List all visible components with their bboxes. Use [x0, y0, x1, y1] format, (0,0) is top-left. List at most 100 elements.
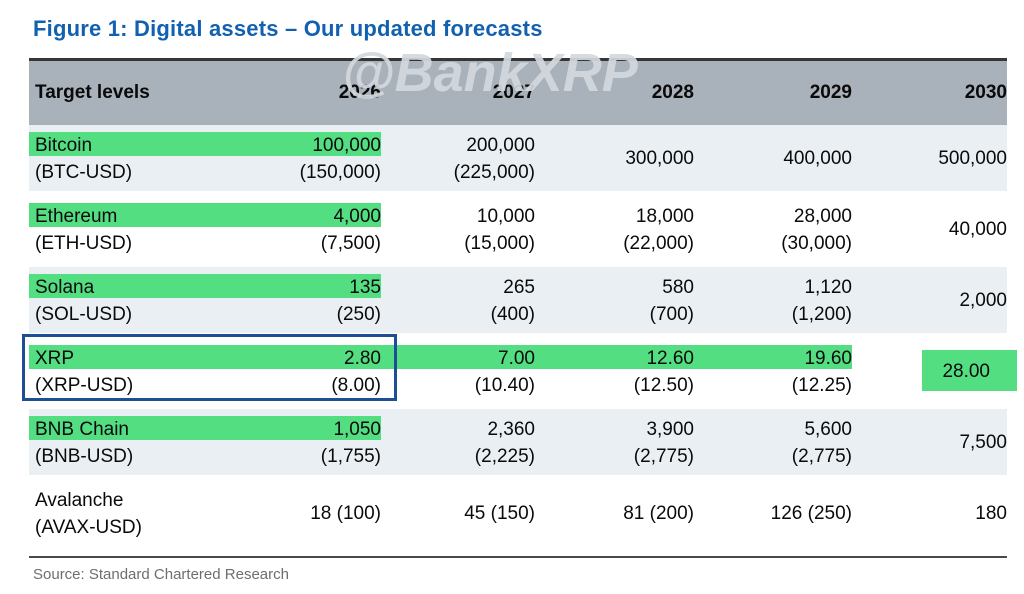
value-cell-2026: 1,050 (1,755)	[180, 409, 381, 475]
value-cell-2027: 265 (400)	[381, 267, 535, 333]
highlight-bar	[29, 416, 381, 440]
secondary-value: (150,000)	[299, 162, 381, 183]
header-target-levels: Target levels	[35, 82, 150, 103]
forecast-table: Target levels 2026 2027 2028 2029 2030 B…	[22, 58, 1017, 551]
value-cell-2029: 5,600 (2,775)	[694, 409, 852, 475]
header-year-2027: 2027	[492, 82, 535, 103]
target-value: 180	[975, 502, 1007, 524]
highlight-bar	[29, 274, 381, 298]
value-cell-2030: 40,000	[852, 196, 1007, 262]
highlight-bar	[29, 203, 381, 227]
value-cell-2027: 10,000 (15,000)	[381, 196, 535, 262]
table-row-xrp: XRP (XRP-USD) 2.80 (8.00) 7.00 (10.40) 1…	[22, 334, 1017, 404]
secondary-value: (12.25)	[791, 375, 852, 396]
secondary-value: (1,755)	[320, 446, 381, 467]
value-cell-2028: 12.60 (12.50)	[535, 338, 694, 404]
value-cell-2026: 2.80 (8.00)	[180, 338, 381, 404]
value-cell-2027: 7.00 (10.40)	[381, 338, 535, 404]
target-value: 19.60	[804, 348, 852, 369]
value-cell-2027: 2,360 (2,225)	[381, 409, 535, 475]
value-cell-2028: 300,000	[535, 125, 694, 191]
asset-ticker: (BNB-USD)	[35, 446, 134, 467]
value-cell-2028: 81 (200)	[535, 480, 694, 546]
value-cell-2028: 18,000 (22,000)	[535, 196, 694, 262]
target-value: 18,000	[635, 206, 694, 227]
value-cell-2030: 28.00	[852, 338, 1007, 404]
header-year-2028: 2028	[651, 82, 694, 103]
secondary-value: (700)	[649, 304, 694, 325]
asset-ticker: (BTC-USD)	[35, 162, 133, 183]
secondary-value: (250)	[336, 304, 381, 325]
target-value: 4,000	[333, 206, 381, 227]
target-value: 100,000	[312, 135, 381, 156]
header-year-2026: 2026	[338, 82, 381, 103]
target-value: 500,000	[938, 147, 1007, 169]
value-cell-2029: 19.60 (12.25)	[694, 338, 852, 404]
target-value: 5,600	[804, 419, 852, 440]
secondary-value: (225,000)	[453, 162, 535, 183]
value-cell-2027: 200,000 (225,000)	[381, 125, 535, 191]
table-row-avalanche: Avalanche (AVAX-USD) 18 (100) 45 (150) 8…	[29, 480, 1007, 546]
target-value: 7.00	[498, 348, 535, 369]
target-value: 7,500	[959, 431, 1007, 453]
value-cell-2030: 500,000	[852, 125, 1007, 191]
asset-name: Avalanche	[35, 490, 124, 511]
target-value: 2,000	[959, 289, 1007, 311]
target-value: 28,000	[793, 206, 852, 227]
secondary-value: (30,000)	[781, 233, 852, 254]
value-cell-2028: 580 (700)	[535, 267, 694, 333]
target-value: 1,120	[804, 277, 852, 298]
value-cell-2026: 18 (100)	[180, 480, 381, 546]
header-year-2029: 2029	[809, 82, 852, 103]
target-value: 400,000	[783, 147, 852, 169]
secondary-value: (15,000)	[464, 233, 535, 254]
asset-cell: Solana (SOL-USD)	[29, 267, 180, 333]
table-row-bnb-chain: BNB Chain (BNB-USD) 1,050 (1,755) 2,360 …	[29, 409, 1007, 475]
value-cell-2028: 3,900 (2,775)	[535, 409, 694, 475]
secondary-value: (2,775)	[633, 446, 694, 467]
target-value: 2,360	[487, 419, 535, 440]
value-cell-2026: 100,000 (150,000)	[180, 125, 381, 191]
target-value: 126 (250)	[770, 502, 852, 524]
secondary-value: (22,000)	[623, 233, 694, 254]
table-row-bitcoin: Bitcoin (BTC-USD) 100,000 (150,000) 200,…	[29, 125, 1007, 191]
asset-cell: Bitcoin (BTC-USD)	[29, 125, 180, 191]
target-value: 45 (150)	[464, 502, 535, 524]
asset-ticker: (XRP-USD)	[35, 375, 134, 396]
target-value: 300,000	[625, 147, 694, 169]
value-cell-2030: 7,500	[852, 409, 1007, 475]
target-value: 265	[503, 277, 535, 298]
value-cell-2029: 1,120 (1,200)	[694, 267, 852, 333]
asset-cell: Avalanche (AVAX-USD)	[29, 480, 180, 546]
target-value: 1,050	[333, 419, 381, 440]
asset-name: Solana	[35, 277, 95, 298]
value-cell-2027: 45 (150)	[381, 480, 535, 546]
value-cell-2026: 4,000 (7,500)	[180, 196, 381, 262]
asset-name: Ethereum	[35, 206, 118, 227]
asset-cell: Ethereum (ETH-USD)	[29, 196, 180, 262]
target-value: 580	[662, 277, 694, 298]
value-cell-2029: 126 (250)	[694, 480, 852, 546]
asset-name: BNB Chain	[35, 419, 129, 440]
value-cell-2029: 28,000 (30,000)	[694, 196, 852, 262]
asset-ticker: (AVAX-USD)	[35, 517, 142, 538]
target-value: 18 (100)	[310, 502, 381, 524]
secondary-value: (2,225)	[474, 446, 535, 467]
value-cell-2030: 180	[852, 480, 1007, 546]
target-value: 2.80	[344, 348, 381, 369]
asset-ticker: (ETH-USD)	[35, 233, 133, 254]
value-cell-2030: 2,000	[852, 267, 1007, 333]
target-value: 200,000	[466, 135, 535, 156]
secondary-value: (400)	[490, 304, 535, 325]
asset-cell: BNB Chain (BNB-USD)	[29, 409, 180, 475]
target-value: 40,000	[948, 218, 1007, 240]
highlight-bar	[29, 345, 852, 369]
secondary-value: (8.00)	[331, 375, 381, 396]
secondary-value: (10.40)	[474, 375, 535, 396]
xrp-2030-highlight	[922, 350, 1017, 391]
target-value: 135	[349, 277, 381, 298]
target-value: 3,900	[646, 419, 694, 440]
highlight-bar	[29, 132, 381, 156]
asset-name: XRP	[35, 348, 75, 369]
